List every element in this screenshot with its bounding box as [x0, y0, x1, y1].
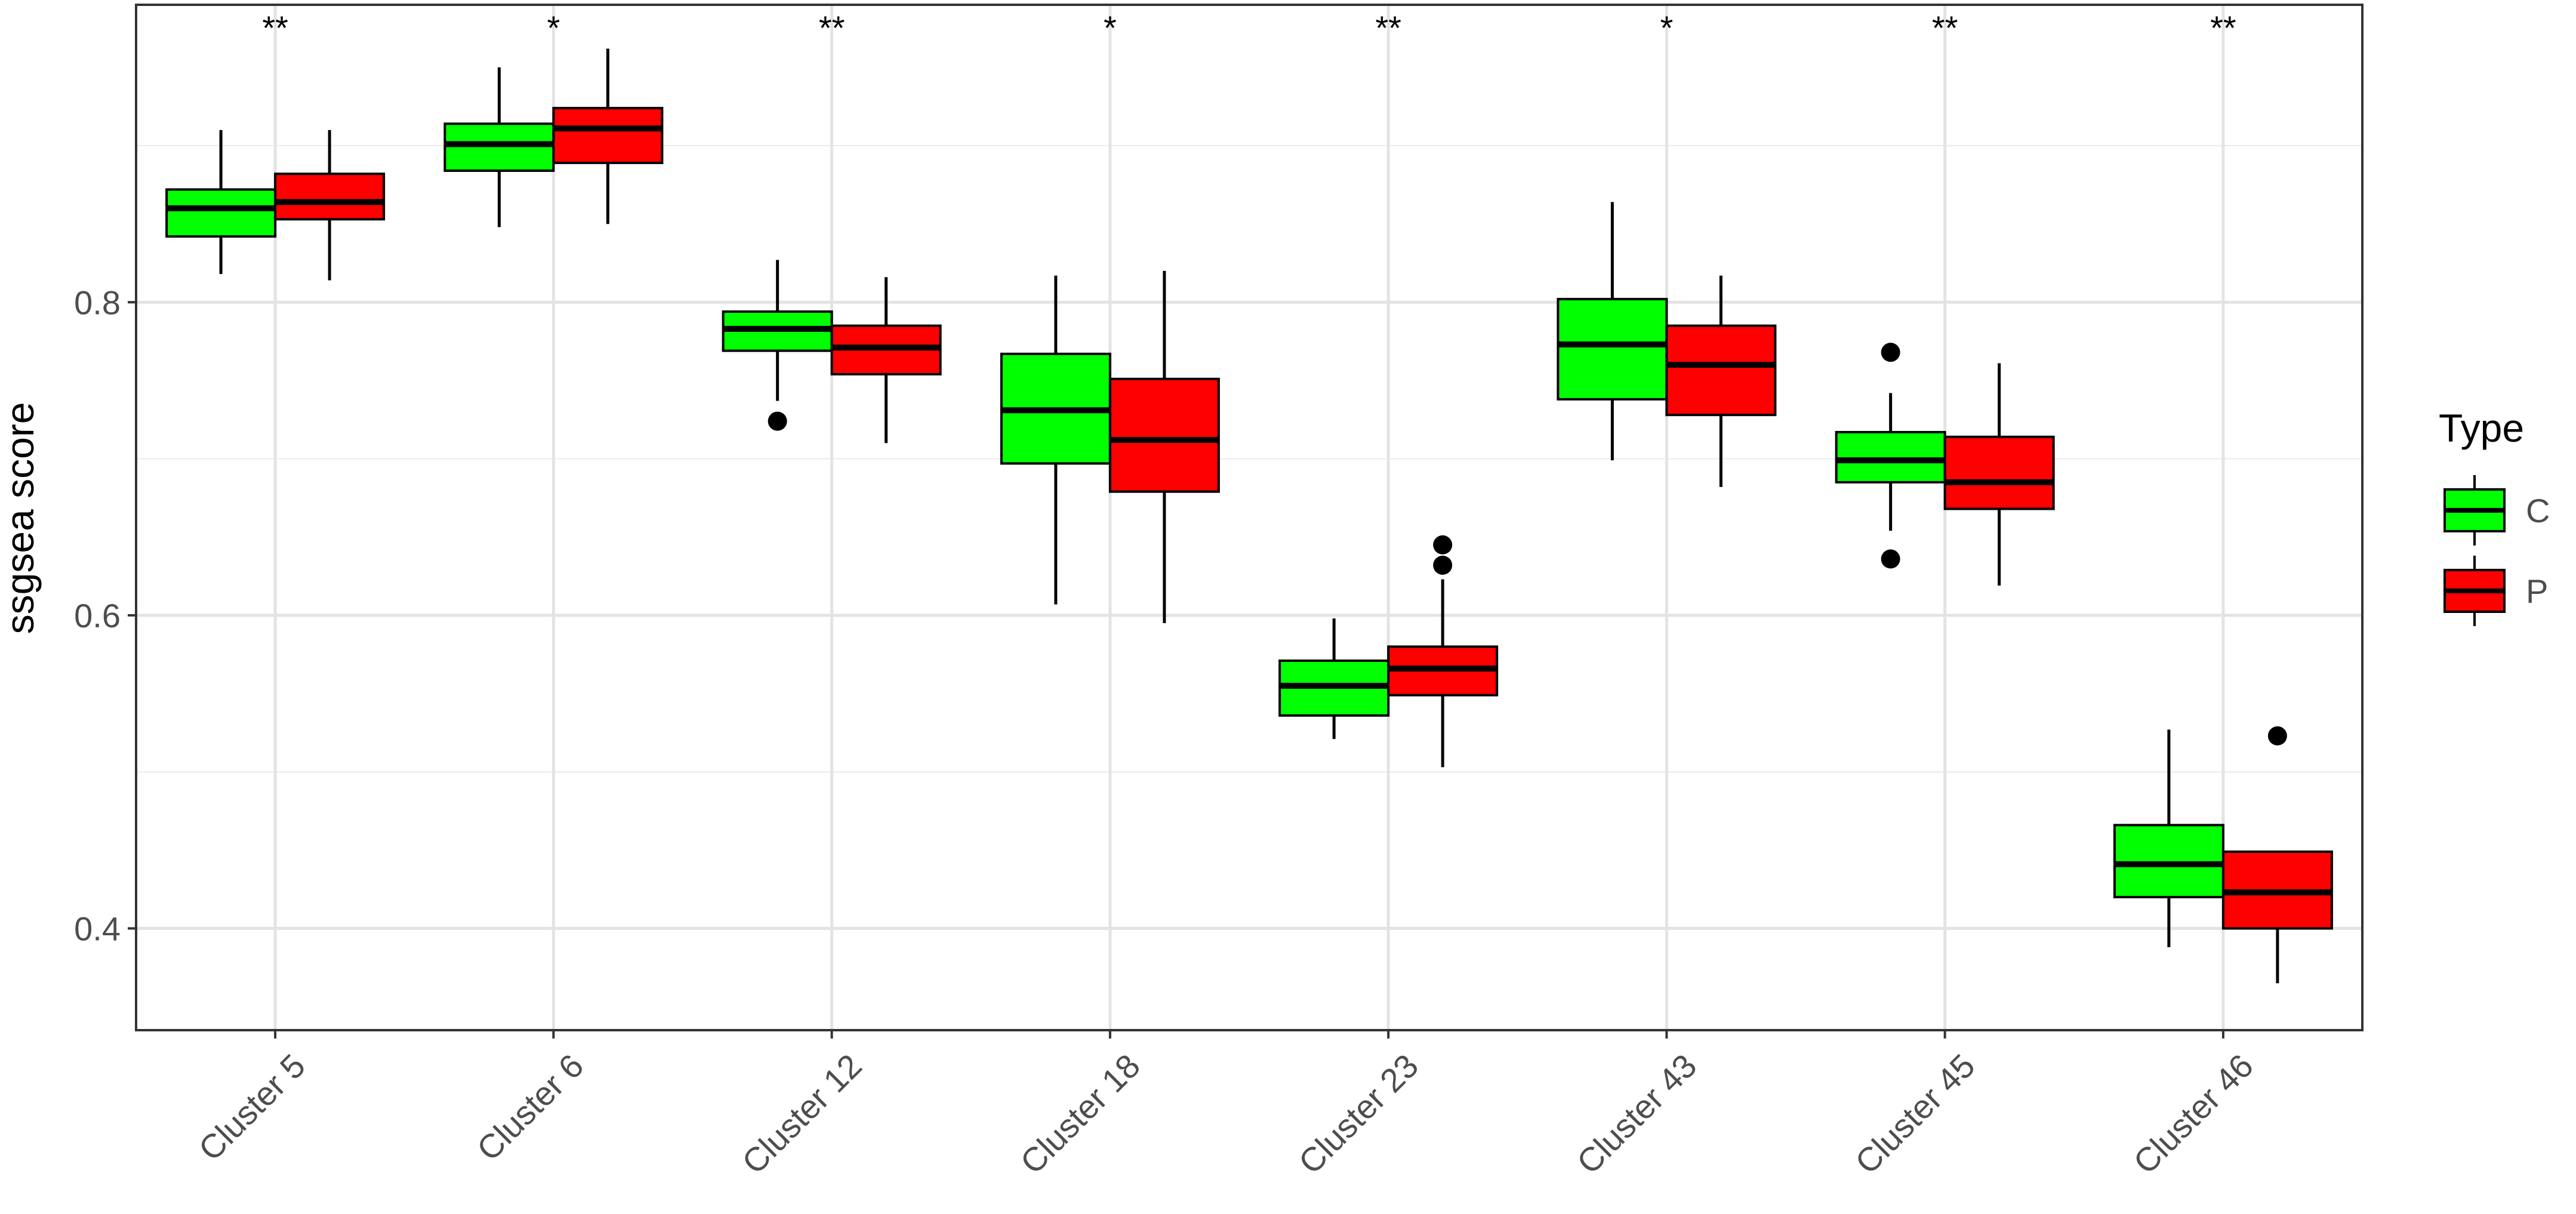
box-iqr — [1665, 324, 1777, 417]
y-tick-label: 0.4 — [74, 910, 121, 948]
box-iqr — [165, 188, 277, 238]
box-iqr — [552, 107, 664, 164]
box-P-4 — [1108, 270, 1220, 624]
panel-background — [136, 5, 2362, 1030]
box-P-8 — [2221, 726, 2333, 984]
significance-label: ** — [819, 9, 845, 47]
box-iqr — [1943, 435, 2055, 510]
box-P-5 — [1387, 535, 1499, 768]
significance-label: * — [547, 9, 560, 47]
outlier-point — [768, 411, 787, 431]
y-tick-label: 0.8 — [74, 284, 121, 321]
y-tick-label: 0.6 — [74, 597, 121, 634]
box-P-3 — [830, 277, 942, 443]
significance-labels: ** * ** * ** * ** ** — [262, 9, 2236, 47]
significance-label: ** — [1375, 9, 1401, 47]
x-tick-label: Cluster 12 — [735, 1047, 869, 1181]
box-iqr — [274, 172, 386, 221]
significance-label: ** — [1932, 9, 1958, 47]
outlier-point — [2267, 726, 2287, 745]
significance-label: * — [1660, 9, 1673, 47]
legend: Type C P — [2439, 406, 2550, 626]
box-C-3 — [722, 260, 833, 431]
box-iqr — [1108, 377, 1220, 493]
box-P-7 — [1943, 363, 2055, 586]
box-P-1 — [274, 130, 386, 281]
significance-label: * — [1104, 9, 1117, 47]
x-axis: Cluster 5 Cluster 6 Cluster 12 Cluster 18 Cl… — [191, 1030, 2260, 1181]
legend-item-label: P — [2526, 572, 2548, 610]
outlier-point — [1881, 343, 1900, 362]
x-tick-label: Cluster 5 — [191, 1047, 312, 1168]
legend-item-C: C — [2443, 475, 2550, 546]
y-axis: 0.4 0.6 0.8 — [74, 284, 136, 948]
outlier-point — [1433, 535, 1453, 554]
significance-label: ** — [2210, 9, 2236, 47]
outlier-point — [1433, 555, 1453, 575]
x-tick-label: Cluster 18 — [1013, 1047, 1147, 1181]
box-C-5 — [1278, 618, 1390, 740]
box-C-1 — [165, 130, 277, 275]
box-C-4 — [1000, 275, 1111, 605]
box-P-6 — [1665, 275, 1777, 487]
legend-item-P: P — [2443, 556, 2548, 626]
outlier-point — [1881, 549, 1900, 569]
box-iqr — [1835, 431, 1946, 483]
box-iqr — [443, 122, 555, 172]
y-axis-title: ssgsea score — [0, 402, 42, 634]
x-tick-label: Cluster 46 — [2126, 1047, 2260, 1181]
x-tick-label: Cluster 23 — [1291, 1047, 1425, 1181]
box-series — [165, 48, 2333, 984]
box-C-8 — [2113, 729, 2224, 947]
box-iqr — [2113, 824, 2224, 899]
box-C-6 — [1557, 202, 1668, 461]
x-tick-label: Cluster 6 — [470, 1047, 591, 1168]
significance-label: ** — [262, 9, 288, 47]
x-tick-label: Cluster 45 — [1848, 1047, 1982, 1181]
x-tick-label: Cluster 43 — [1570, 1047, 1704, 1181]
box-iqr — [1557, 298, 1668, 400]
box-P-2 — [552, 48, 664, 224]
box-C-2 — [443, 67, 555, 227]
legend-title: Type — [2439, 406, 2524, 450]
panel-border — [135, 4, 2364, 1031]
legend-item-label: C — [2526, 492, 2550, 529]
